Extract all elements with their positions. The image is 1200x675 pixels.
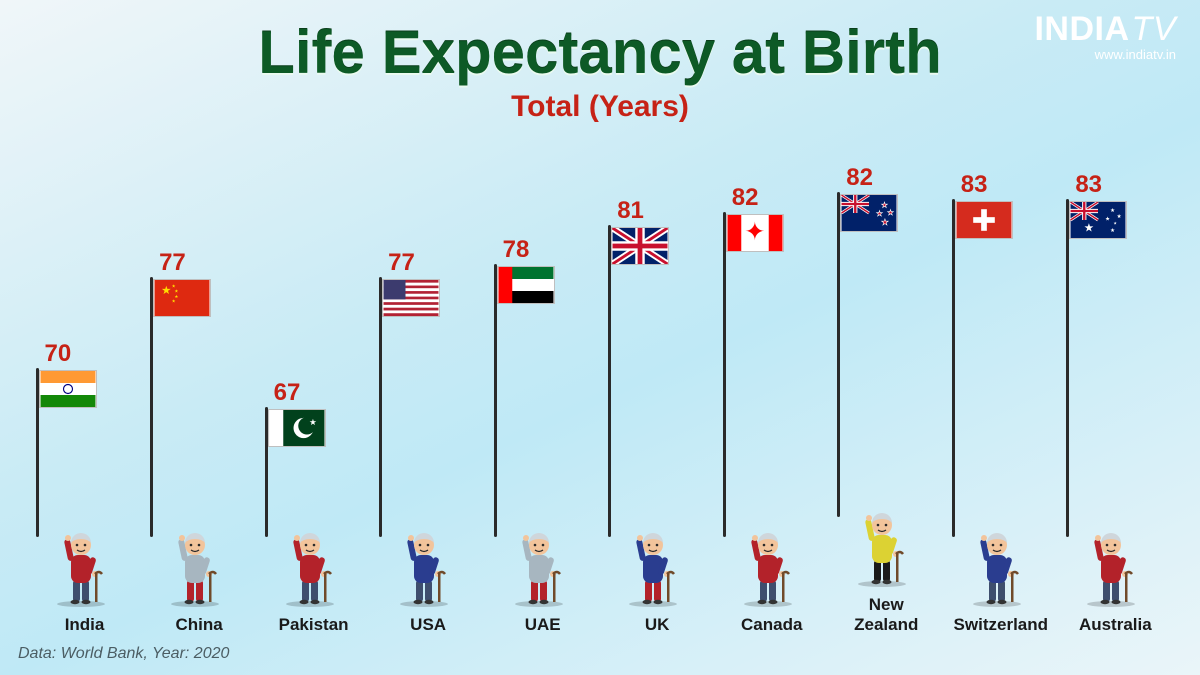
flag-figure: 81	[627, 213, 687, 607]
country-column: 77 USA	[378, 265, 478, 635]
country-label: Pakistan	[279, 615, 349, 635]
flag-pole: 81	[608, 225, 611, 537]
value-label: 77	[388, 249, 415, 277]
country-label: India	[65, 615, 105, 635]
value-label: 77	[159, 249, 186, 277]
country-label: Canada	[741, 615, 802, 635]
flag-figure: 82 ★★★★	[856, 180, 916, 587]
flag-pole: 67 ★	[265, 407, 268, 537]
svg-text:★: ★	[887, 208, 894, 217]
flag-and-value: 81	[611, 197, 669, 265]
country-label: Australia	[1079, 615, 1152, 635]
country-label: Switzerland	[954, 615, 1048, 635]
flag-and-value: 70	[39, 340, 97, 408]
flag-pole: 82 ✦	[723, 212, 726, 537]
country-column: 81 UK	[607, 213, 707, 635]
flag-chart: 70 India 77	[0, 140, 1200, 635]
flag-figure: 83	[971, 187, 1031, 607]
country-column: 77 ★★★★★ China	[149, 265, 249, 635]
country-column: 67 ★ Pakistan	[264, 395, 364, 635]
flag-figure: 82 ✦	[742, 200, 802, 607]
flag-pole: 77 ★★★★★	[150, 277, 153, 537]
flag-and-value: 77 ★★★★★	[153, 249, 211, 317]
flag-and-value: 78	[497, 236, 555, 304]
country-label: UAE	[525, 615, 561, 635]
flag-and-value: 77	[382, 249, 440, 317]
flag-figure: 70	[55, 356, 115, 607]
svg-text:★: ★	[1110, 227, 1115, 234]
flag-pole: 82 ★★★★	[837, 192, 840, 517]
country-column: 82 ✦ Canada	[722, 200, 822, 635]
svg-text:★: ★	[309, 417, 317, 427]
country-column: 83 Switzerland	[951, 187, 1051, 635]
flag-pole: 83 ★★★★★★	[1066, 199, 1069, 537]
svg-text:★: ★	[1105, 216, 1110, 223]
svg-text:★: ★	[1110, 207, 1115, 214]
flag-figure: 67 ★	[284, 395, 344, 607]
flag-figure: 78	[513, 252, 573, 607]
svg-text:★: ★	[161, 285, 171, 297]
flag-pole: 70	[36, 368, 39, 537]
svg-text:✦: ✦	[744, 218, 765, 246]
country-label: UK	[645, 615, 670, 635]
flag-and-value: 82 ★★★★	[840, 164, 898, 232]
value-label: 78	[503, 236, 530, 264]
country-label: New Zealand	[836, 595, 936, 635]
svg-text:★: ★	[881, 217, 889, 227]
flag-pole: 77	[379, 277, 382, 537]
chart-subtitle: Total (Years)	[0, 90, 1200, 124]
value-label: 70	[45, 340, 72, 368]
svg-text:★: ★	[1084, 223, 1094, 235]
country-column: 83 ★★★★★★ Australia	[1065, 187, 1165, 635]
source-caption: Data: World Bank, Year: 2020	[18, 645, 229, 663]
flag-figure: 83 ★★★★★★	[1085, 187, 1145, 607]
value-label: 67	[274, 379, 301, 407]
value-label: 82	[732, 184, 759, 212]
value-label: 82	[846, 164, 873, 192]
flag-and-value: 83	[955, 171, 1013, 239]
svg-text:★: ★	[1117, 213, 1122, 220]
value-label: 83	[1075, 171, 1102, 199]
flag-and-value: 67 ★	[268, 379, 326, 447]
flag-pole: 78	[494, 264, 497, 537]
chart-title: Life Expectancy at Birth	[0, 18, 1200, 87]
country-column: 82 ★★★★ New Zealand	[836, 180, 936, 635]
country-column: 78 UAE	[493, 252, 593, 635]
value-label: 81	[617, 197, 644, 225]
flag-figure: 77	[398, 265, 458, 607]
flag-pole: 83	[952, 199, 955, 537]
country-label: USA	[410, 615, 446, 635]
flag-and-value: 83 ★★★★★★	[1069, 171, 1127, 239]
country-label: China	[175, 615, 222, 635]
flag-figure: 77 ★★★★★	[169, 265, 229, 607]
flag-and-value: 82 ✦	[726, 184, 784, 252]
country-column: 70 India	[35, 356, 135, 635]
value-label: 83	[961, 171, 988, 199]
infographic-canvas: INDIA TV www.indiatv.in Life Expectancy …	[0, 0, 1200, 675]
